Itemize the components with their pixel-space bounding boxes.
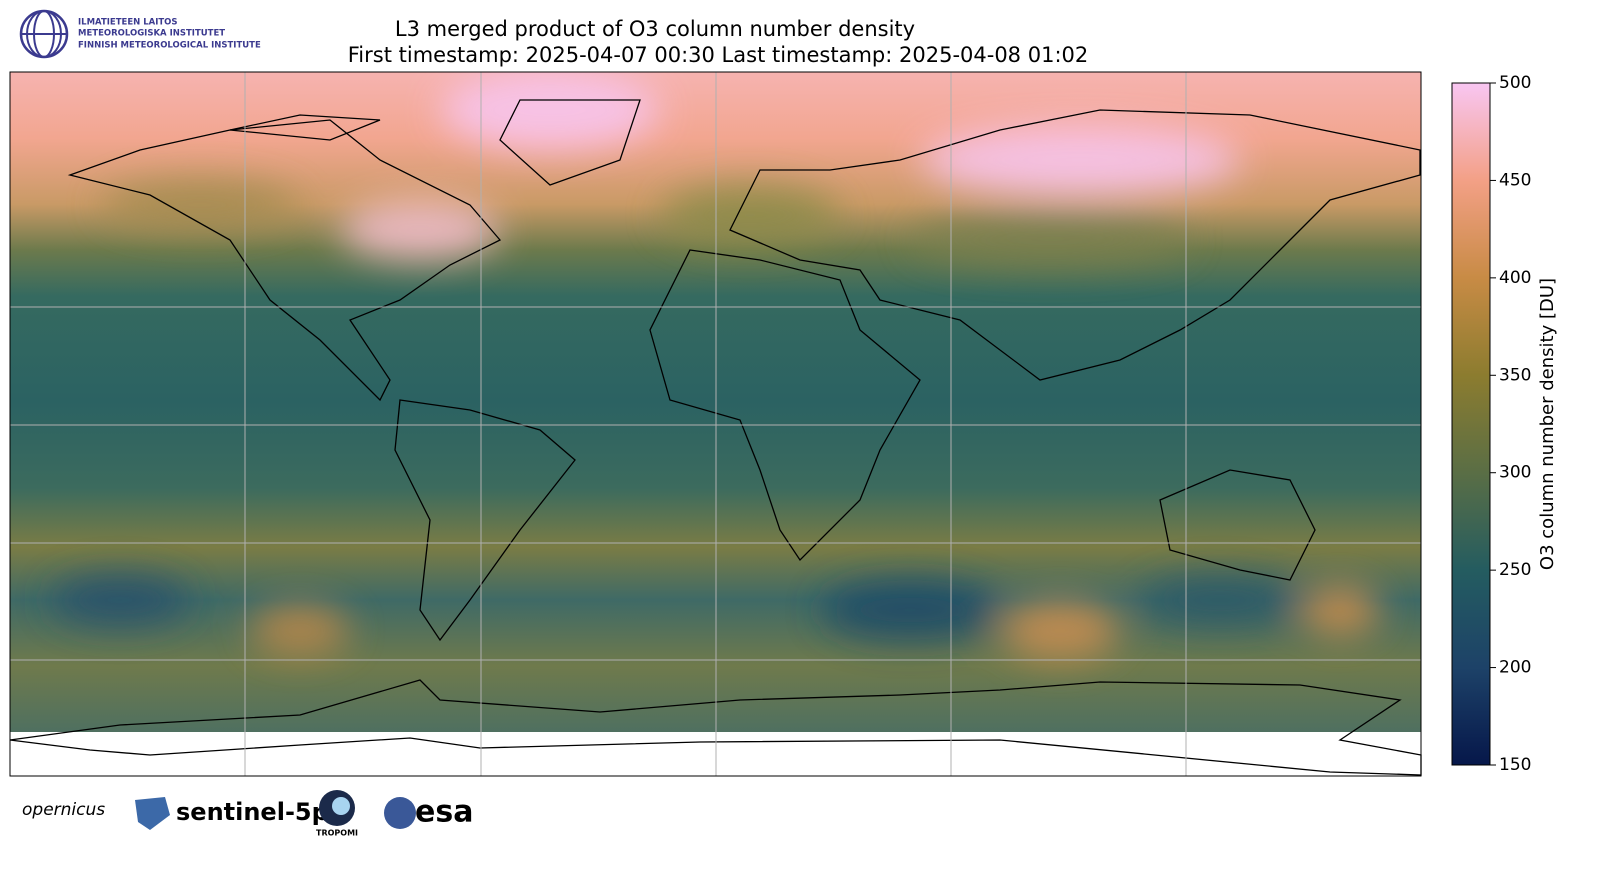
institute-line: FINNISH METEOROLOGICAL INSTITUTE <box>78 41 261 51</box>
colorbar: O3 column number density [DU] 150 200 250 3… <box>1451 73 1558 775</box>
colorbar-gradient <box>1451 82 1491 766</box>
fmi-logo: ILMATIETEEN LAITOS METEOROLOGISKA INSTIT… <box>19 9 261 59</box>
colorbar-tick-label: 300 <box>1499 463 1531 483</box>
footer-logos: opernicus sentinel-5p TROPOMI esa <box>22 790 473 838</box>
sentinel-logo: sentinel-5p <box>176 798 329 826</box>
colorbar-tick-label: 450 <box>1499 170 1531 190</box>
esa-logo: esa <box>415 795 473 830</box>
subtitle: First timestamp: 2025-04-07 00:30 Last t… <box>348 43 1089 67</box>
colorbar-tick-label: 400 <box>1499 268 1531 288</box>
colorbar-tick-label: 250 <box>1499 560 1531 580</box>
copernicus-logo: opernicus <box>22 800 105 820</box>
colorbar-tick-label: 150 <box>1499 755 1531 775</box>
map <box>9 71 1422 777</box>
sentinel-icon <box>135 797 170 830</box>
esa-icon <box>384 797 416 829</box>
institute-line: METEOROLOGISKA INSTITUTET <box>78 29 225 39</box>
tropomi-logo: TROPOMI <box>316 829 358 838</box>
colorbar-tick-label: 350 <box>1499 365 1531 385</box>
colorbar-tick-label: 500 <box>1499 73 1531 93</box>
title: L3 merged product of O3 column number de… <box>395 17 915 41</box>
colorbar-label: O3 column number density [DU] <box>1537 278 1558 570</box>
colorbar-tick-label: 200 <box>1499 658 1531 678</box>
institute-line: ILMATIETEEN LAITOS <box>78 18 178 28</box>
